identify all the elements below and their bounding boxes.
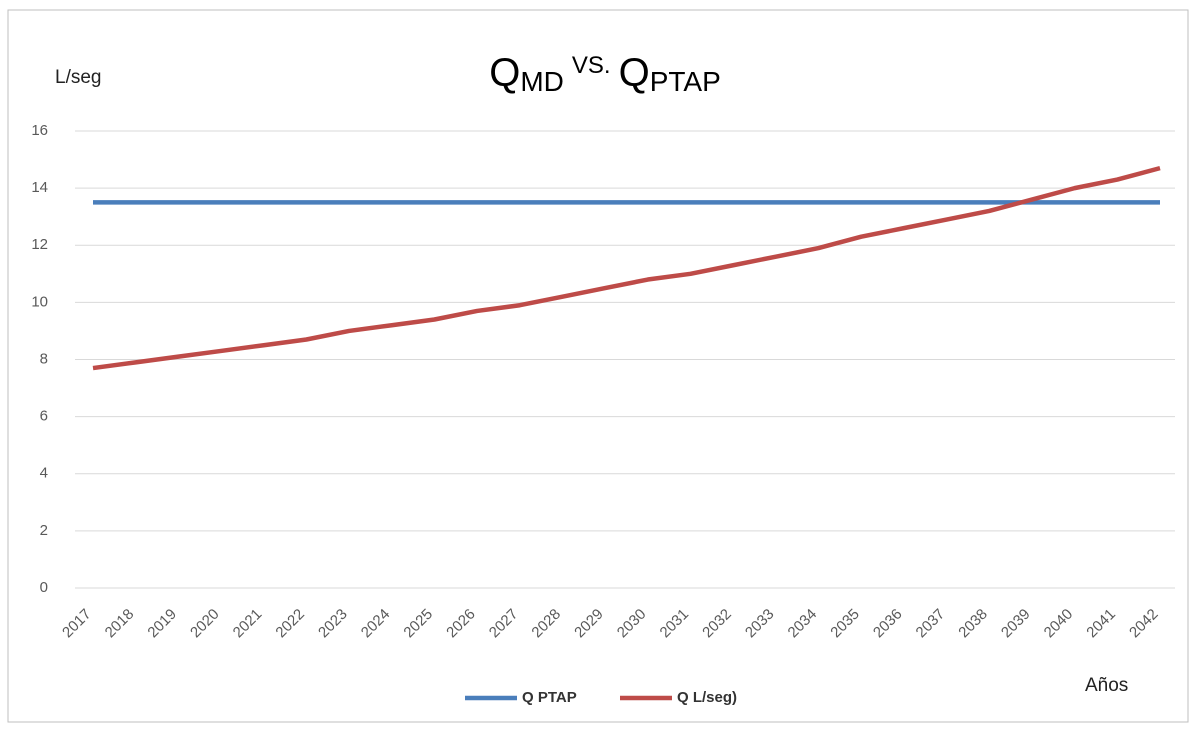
y-tick-label: 2 xyxy=(40,522,48,539)
title-part: PTAP xyxy=(650,66,721,97)
legend-label: Q PTAP xyxy=(522,689,577,706)
y-tick-label: 0 xyxy=(40,579,48,596)
y-tick-label: 4 xyxy=(40,465,48,482)
y-tick-label: 10 xyxy=(31,293,48,310)
series-line xyxy=(92,165,1161,371)
title-part: VS. xyxy=(572,52,611,79)
y-tick-label: 14 xyxy=(31,179,48,196)
y-tick-label: 6 xyxy=(40,408,48,425)
legend-label: Q L/seg) xyxy=(677,689,737,706)
y-tick-label: 8 xyxy=(40,350,48,367)
x-axis-label: Años xyxy=(1085,675,1128,696)
y-axis-label: L/seg xyxy=(55,67,101,88)
title-part: MD xyxy=(520,66,564,97)
y-tick-label: 12 xyxy=(31,236,48,253)
title-part: Q xyxy=(489,51,520,95)
title-part: Q xyxy=(619,51,650,95)
chart-title: QMDVS. QPTAP xyxy=(489,51,721,97)
chart-frame xyxy=(7,9,1189,723)
y-tick-label: 16 xyxy=(31,122,48,139)
